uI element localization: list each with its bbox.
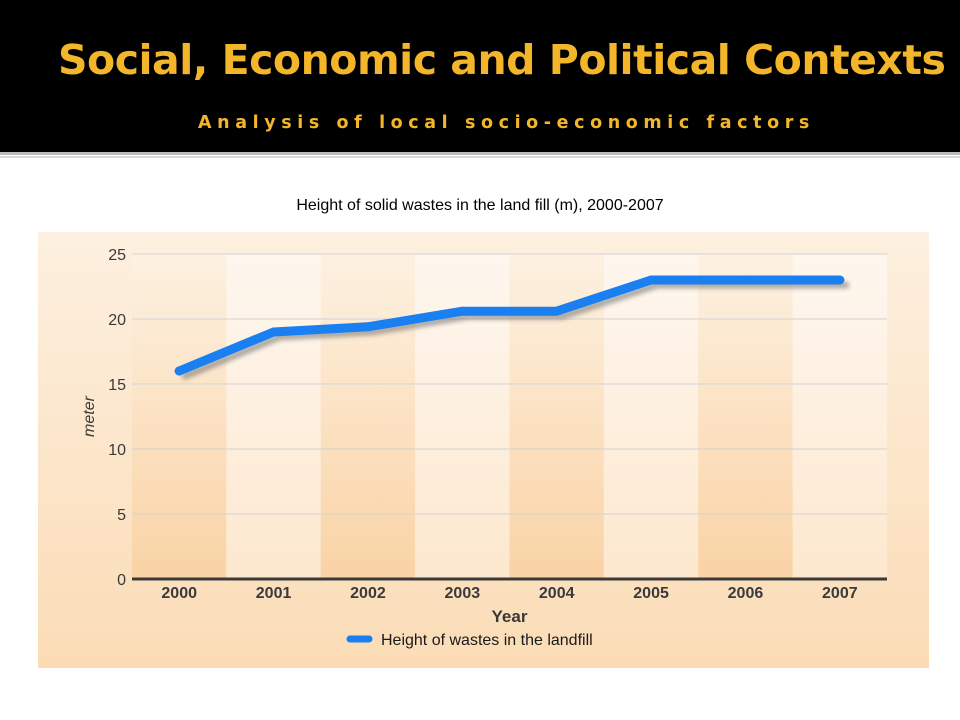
series-line	[174, 275, 845, 376]
x-tick-label: 2005	[633, 585, 669, 602]
x-tick-label: 2000	[161, 585, 197, 602]
category-band-2001	[226, 254, 321, 579]
header-divider-secondary	[0, 156, 960, 158]
y-axis-label: meter	[81, 395, 98, 437]
x-tick-label: 2004	[539, 585, 575, 602]
x-tick-label: 2006	[728, 585, 764, 602]
category-band-2003	[415, 254, 510, 579]
category-band-2006	[698, 254, 793, 579]
data-point-2005	[646, 275, 656, 285]
x-tick-label: 2007	[822, 585, 858, 602]
y-tick-label: 20	[108, 312, 126, 329]
slide-subtitle: Analysis of local socio-economic factors	[198, 113, 815, 133]
category-band-2000	[132, 254, 227, 579]
slide-title: Social, Economic and Political Contexts	[58, 36, 946, 84]
header-divider	[0, 152, 960, 155]
x-tick-label: 2001	[256, 585, 292, 602]
data-point-2000	[174, 366, 184, 376]
x-tick-label: 2002	[350, 585, 386, 602]
category-band-2007	[792, 254, 887, 579]
x-axis-label: Year	[492, 607, 528, 626]
category-band-2005	[603, 254, 699, 579]
legend: Height of wastes in the landfill	[346, 632, 593, 649]
data-point-2002	[363, 322, 373, 332]
data-point-2006	[740, 275, 750, 285]
data-point-2007	[835, 275, 845, 285]
series-line-shadow	[181, 281, 850, 380]
x-tick-label: 2003	[445, 585, 481, 602]
data-point-2003	[457, 306, 467, 316]
y-tick-label: 10	[108, 442, 126, 459]
legend-label: Height of wastes in the landfill	[381, 632, 593, 649]
data-point-2001	[269, 327, 279, 337]
chart-title: Height of solid wastes in the land fill …	[296, 197, 664, 214]
y-tick-label: 5	[117, 507, 126, 524]
y-tick-label: 25	[108, 247, 126, 264]
y-tick-label: 0	[117, 572, 126, 589]
y-tick-label: 15	[108, 377, 126, 394]
line-chart: 0 5 10 15 20 25 2000 2001 2002 2003 2004 2005 2006 2…	[38, 232, 929, 668]
data-point-2004	[552, 306, 562, 316]
category-band-2002	[320, 254, 416, 579]
slide-header: Social, Economic and Political Contexts …	[0, 0, 960, 152]
